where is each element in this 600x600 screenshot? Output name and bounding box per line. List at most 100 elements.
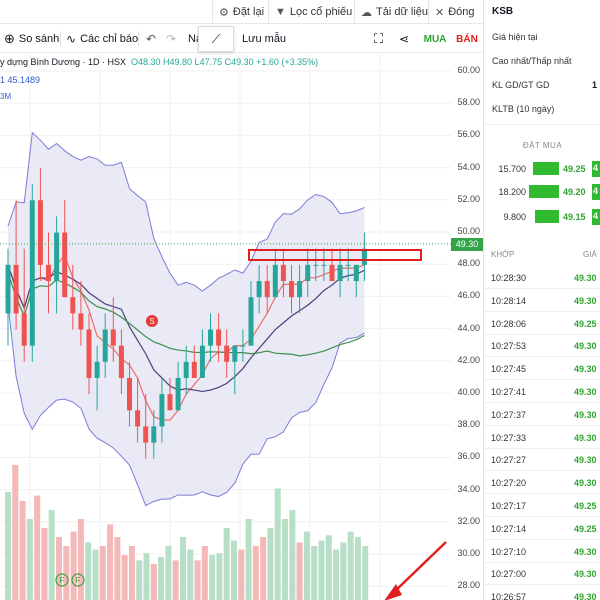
candle-body: [102, 329, 108, 362]
volume-bar: [77, 519, 84, 600]
volume-bar: [230, 540, 237, 600]
indicators-label: Các chỉ báo: [80, 33, 139, 45]
candle-body: [21, 313, 27, 346]
bid-volume-bar: [533, 162, 559, 175]
volume-bar: [274, 488, 281, 600]
filter-icon: ▼: [275, 6, 286, 18]
download-data-button[interactable]: ☁ Tải dữ liệu: [354, 0, 434, 24]
bollinger-lower-line: [7, 303, 365, 507]
filter-label: Lọc cổ phiếu: [289, 6, 353, 18]
volume-bar: [179, 537, 186, 600]
trade-price: 49.30: [574, 341, 597, 352]
compare-button[interactable]: ⊕ So sánh: [4, 25, 59, 53]
trade-price: 49.25: [574, 523, 597, 534]
row-divider: [483, 310, 600, 312]
trade-time: 10:27:27: [491, 455, 527, 466]
candle-body: [110, 329, 116, 346]
volume-bar: [325, 535, 332, 600]
compare-label: So sánh: [18, 33, 60, 45]
volume-bar: [311, 546, 318, 600]
candle-body: [353, 264, 359, 282]
fund-event-label: F: [60, 576, 65, 585]
candle-body: [272, 264, 278, 298]
save-template-button[interactable]: Lưu mẫu: [242, 25, 286, 53]
filter-stocks-button[interactable]: ▼ Lọc cổ phiếu: [268, 0, 358, 24]
price-tick-label: 58.00: [457, 97, 480, 108]
bid-section-title: ĐẶT MUA: [522, 141, 563, 150]
ma-legend: 3M: [0, 92, 12, 101]
volume-bar: [34, 495, 41, 600]
row-divider: [483, 402, 600, 403]
reset-button[interactable]: ⚙ Đặt lại: [212, 0, 270, 24]
bid-price[interactable]: 49.25: [563, 164, 586, 174]
bid-price[interactable]: 49.15: [563, 212, 586, 222]
row-divider: [483, 379, 600, 381]
volume-bar: [289, 510, 296, 600]
candle-body: [13, 264, 19, 314]
volume-bar: [12, 465, 19, 600]
volume-bar: [347, 531, 354, 600]
share-button[interactable]: ⋖: [399, 25, 409, 53]
trade-price: 49.30: [574, 409, 597, 420]
volume-bar: [5, 492, 11, 600]
ask-price-cell[interactable]: 4: [592, 184, 600, 200]
candle-body: [224, 345, 230, 362]
volume-bar: [209, 555, 216, 600]
trade-time: 10:27:53: [491, 341, 527, 352]
price-chart[interactable]: S F F: [0, 54, 451, 600]
row-divider: [483, 516, 600, 517]
trade-price: 49.30: [574, 295, 597, 306]
bid-volume: 18.200: [498, 187, 526, 197]
price-tick-label: 48.00: [457, 258, 480, 269]
volume-bar: [260, 537, 267, 600]
bid-price[interactable]: 49.20: [563, 187, 586, 197]
sell-button[interactable]: BÁN: [456, 33, 478, 45]
redo-button[interactable]: ↷: [166, 25, 176, 53]
buy-button[interactable]: MUA: [423, 33, 447, 45]
price-tick-label: 60.00: [457, 65, 480, 75]
price-tick-label: 32.00: [457, 515, 480, 526]
fullscreen-icon: ⛶: [374, 31, 384, 46]
close-button[interactable]: ✕ Đóng: [428, 0, 481, 24]
bid-volume-bar: [535, 210, 559, 223]
high-low-label: Cao nhất/Thấp nhất: [492, 56, 572, 66]
trade-price: 49.30: [574, 455, 597, 466]
row-divider: [483, 424, 600, 426]
volume-bar: [340, 542, 347, 600]
candle-body: [54, 232, 60, 282]
candle-body: [37, 200, 43, 265]
drawing-tool-button[interactable]: ⟋: [198, 26, 234, 52]
price-tick-label: 28.00: [457, 580, 480, 591]
volume-bar: [333, 549, 340, 600]
ask-price-cell[interactable]: 4: [592, 209, 600, 225]
volume-bar: [56, 537, 63, 600]
candle-body: [256, 281, 262, 298]
trade-time: 10:27:14: [491, 523, 527, 534]
ask-price-cell[interactable]: 4: [592, 161, 600, 177]
trade-price: 49.30: [574, 387, 597, 397]
volume-bar: [48, 510, 55, 600]
price-tick-label: 38.00: [457, 419, 480, 430]
volume-bar: [223, 528, 230, 600]
indicators-button[interactable]: ∿ Các chỉ báo: [66, 25, 138, 53]
candle-body: [191, 361, 197, 378]
price-tick-label: 36.00: [457, 451, 480, 462]
chart-legend: y dựng Bình Dương · 1D · HSX O48.30 H49.…: [0, 57, 318, 67]
volume-bar: [303, 531, 310, 600]
volume-bar: [63, 546, 70, 600]
trade-price-header: GIÁ: [583, 250, 597, 259]
candle-body: [29, 200, 35, 346]
undo-button[interactable]: ↶: [146, 25, 156, 53]
candle-body: [183, 361, 189, 378]
candle-body: [70, 297, 76, 314]
candle-body: [5, 264, 11, 314]
candle-body: [264, 281, 270, 298]
toolbar-divider: [138, 31, 139, 47]
trade-price: 49.30: [574, 546, 597, 557]
trade-time: 10:27:20: [491, 478, 527, 489]
volume-bar: [158, 556, 165, 600]
price-axis[interactable]: 60.00 58.00 56.00 54.00 52.00 50.00 48.00 46.00…: [451, 54, 483, 600]
trade-time: 10:27:17: [491, 501, 527, 511]
fullscreen-button[interactable]: ⛶: [374, 25, 383, 53]
volume-bar: [318, 540, 325, 600]
